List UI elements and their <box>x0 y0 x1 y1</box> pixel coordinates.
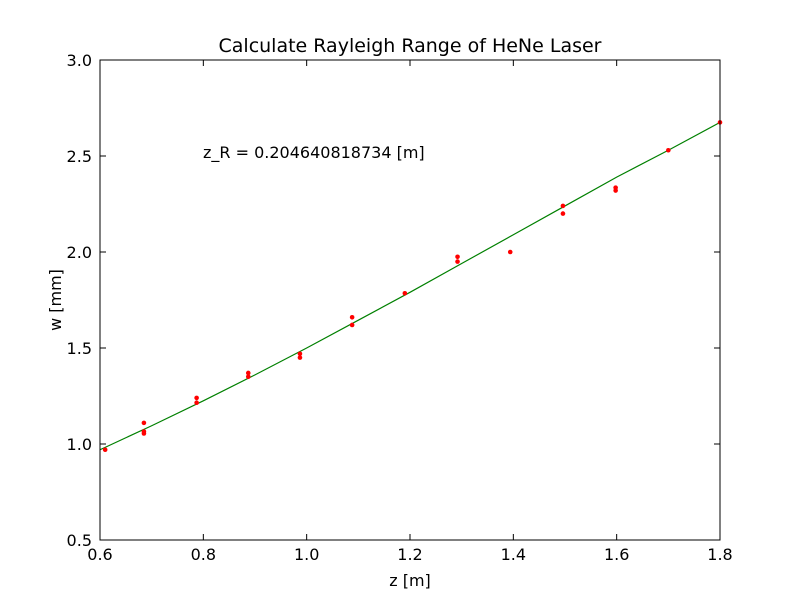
x-tick-label: 0.8 <box>191 545 216 564</box>
data-point <box>102 447 108 453</box>
data-point <box>560 203 566 209</box>
data-point <box>245 370 251 376</box>
data-point <box>507 249 513 255</box>
data-point <box>560 211 566 216</box>
data-point <box>455 259 460 264</box>
data-point <box>455 254 460 260</box>
data-point <box>194 395 199 401</box>
data-point <box>349 314 355 320</box>
y-tick-label: 1.0 <box>67 435 92 454</box>
data-layer <box>99 120 723 453</box>
data-point <box>141 420 147 426</box>
y-axis-label: w [mm] <box>46 269 65 331</box>
data-point <box>297 351 303 357</box>
plot-background <box>100 60 720 540</box>
data-point <box>666 147 671 153</box>
data-point <box>297 355 303 360</box>
x-tick-label: 1.2 <box>397 545 422 564</box>
data-point <box>349 322 355 328</box>
y-tick-label: 2.0 <box>67 243 92 262</box>
chart-title: Calculate Rayleigh Range of HeNe Laser <box>219 35 602 57</box>
x-tick-label: 1.4 <box>501 545 526 564</box>
annotation-text: z_R = 0.204640818734 [m] <box>203 143 425 163</box>
y-tick-label: 1.5 <box>67 339 92 358</box>
data-point <box>141 431 147 436</box>
y-tick-label: 3.0 <box>67 51 92 70</box>
y-tick-label: 0.5 <box>67 531 92 550</box>
x-tick-label: 1.6 <box>604 545 629 564</box>
x-axis-label: z [m] <box>389 571 431 590</box>
x-tick-label: 1.8 <box>707 545 732 564</box>
x-axis-ticks: 0.6 0.8 1.0 1.2 1.4 1.6 1.8 <box>87 60 733 564</box>
data-point <box>613 188 618 193</box>
y-tick-label: 2.5 <box>67 147 92 166</box>
data-point <box>194 400 199 406</box>
fit-line <box>99 121 721 451</box>
plot-area <box>99 59 723 541</box>
y-axis-ticks: 0.5 1.0 1.5 2.0 2.5 3.0 <box>67 51 720 550</box>
data-point <box>245 374 251 380</box>
x-tick-label: 0.6 <box>87 545 112 564</box>
data-point <box>402 290 408 296</box>
x-tick-label: 1.0 <box>294 545 319 564</box>
